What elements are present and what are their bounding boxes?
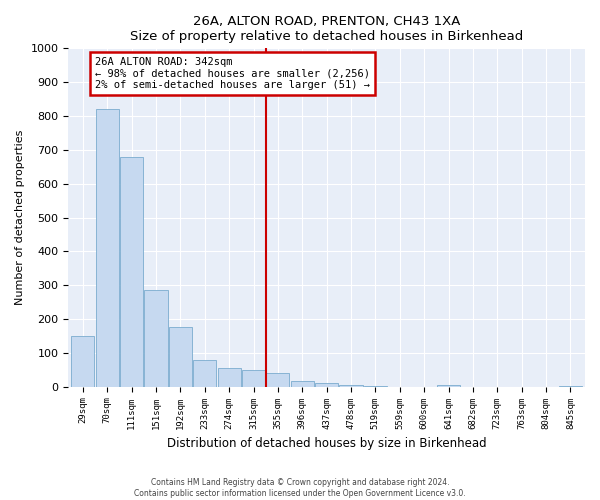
Bar xyxy=(145,290,167,386)
Bar xyxy=(120,156,143,386)
Bar xyxy=(266,373,289,386)
Bar xyxy=(315,382,338,386)
Bar xyxy=(242,370,265,386)
Bar xyxy=(290,380,314,386)
X-axis label: Distribution of detached houses by size in Birkenhead: Distribution of detached houses by size … xyxy=(167,437,487,450)
Bar xyxy=(340,385,362,386)
Bar xyxy=(169,328,192,386)
Text: 26A ALTON ROAD: 342sqm
← 98% of detached houses are smaller (2,256)
2% of semi-d: 26A ALTON ROAD: 342sqm ← 98% of detached… xyxy=(95,57,370,90)
Title: 26A, ALTON ROAD, PRENTON, CH43 1XA
Size of property relative to detached houses : 26A, ALTON ROAD, PRENTON, CH43 1XA Size … xyxy=(130,15,523,43)
Bar xyxy=(193,360,217,386)
Y-axis label: Number of detached properties: Number of detached properties xyxy=(15,130,25,305)
Bar xyxy=(437,385,460,386)
Text: Contains HM Land Registry data © Crown copyright and database right 2024.
Contai: Contains HM Land Registry data © Crown c… xyxy=(134,478,466,498)
Bar xyxy=(71,336,94,386)
Bar xyxy=(218,368,241,386)
Bar xyxy=(95,109,119,386)
